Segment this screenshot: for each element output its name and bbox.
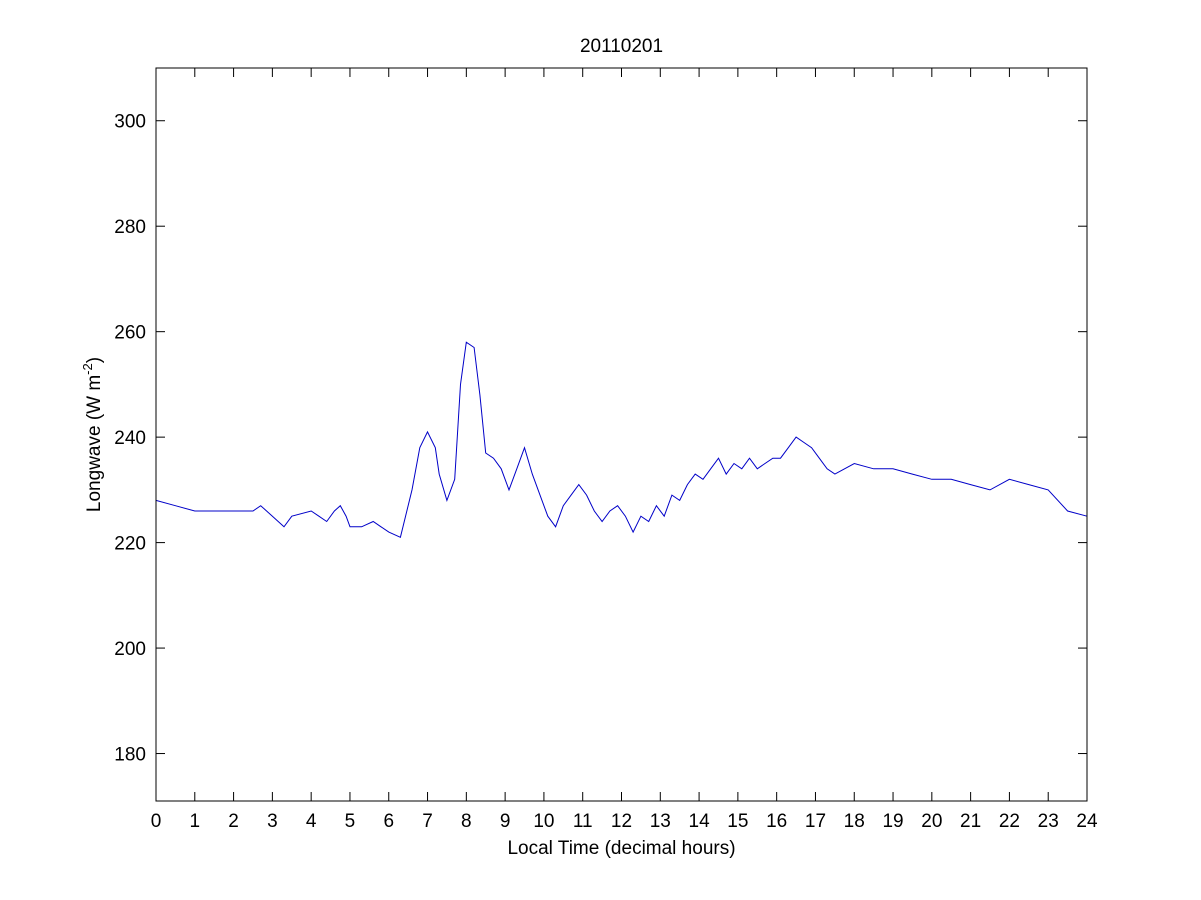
x-tick-label: 24	[1076, 811, 1098, 832]
x-tick-label: 7	[422, 811, 433, 832]
y-axis-label-end: )	[84, 357, 105, 363]
x-tick-label: 0	[151, 811, 162, 832]
x-tick-label: 14	[689, 811, 711, 832]
y-tick-label: 200	[114, 639, 146, 660]
y-tick-label: 220	[114, 534, 146, 555]
y-tick-label: 260	[114, 323, 146, 344]
x-tick-label: 11	[573, 811, 593, 832]
y-axis-label-main: Longwave (W m	[84, 375, 105, 512]
x-tick-label: 6	[383, 811, 394, 832]
chart-title: 20110201	[580, 36, 663, 57]
x-tick-label: 8	[461, 811, 472, 832]
x-tick-label: 2	[228, 811, 239, 832]
x-tick-label: 13	[650, 811, 671, 832]
x-tick-label: 12	[611, 811, 632, 832]
y-axis-label-group: Longwave (W m-2)	[80, 357, 105, 512]
x-tick-label: 1	[190, 811, 201, 832]
x-tick-label: 23	[1038, 811, 1059, 832]
x-tick-label: 9	[500, 811, 511, 832]
longwave-series-line	[155, 341, 1088, 539]
x-tick-label: 3	[267, 811, 278, 832]
x-tick-label: 19	[882, 811, 903, 832]
x-axis-label: Local Time (decimal hours)	[507, 838, 735, 859]
tick-labels: 0 1 2 3 4 5 6 7 8 9 10 11 12 13 14 15 16 17 18 19 20 21 22 23 24…	[114, 112, 1098, 832]
x-tick-label: 4	[306, 811, 317, 832]
y-tick-label: 300	[114, 112, 146, 133]
y-axis-label: Longwave (W m-2)	[80, 357, 105, 512]
x-tick-label: 21	[960, 811, 981, 832]
y-tick-label: 240	[114, 428, 146, 449]
plot-area	[156, 68, 1087, 801]
x-tick-label: 15	[727, 811, 748, 832]
x-tick-label: 10	[533, 811, 554, 832]
y-tick-label: 280	[114, 217, 146, 238]
y-axis-label-sup: -2	[80, 363, 95, 375]
x-tick-label: 5	[345, 811, 356, 832]
x-tick-label: 20	[921, 811, 942, 832]
axis-ticks	[155, 68, 1088, 801]
x-tick-label: 17	[805, 811, 826, 832]
x-tick-label: 22	[999, 811, 1020, 832]
x-tick-label: 18	[844, 811, 865, 832]
x-tick-label: 16	[766, 811, 787, 832]
y-tick-label: 180	[114, 745, 146, 766]
plot-frame	[155, 67, 1088, 802]
